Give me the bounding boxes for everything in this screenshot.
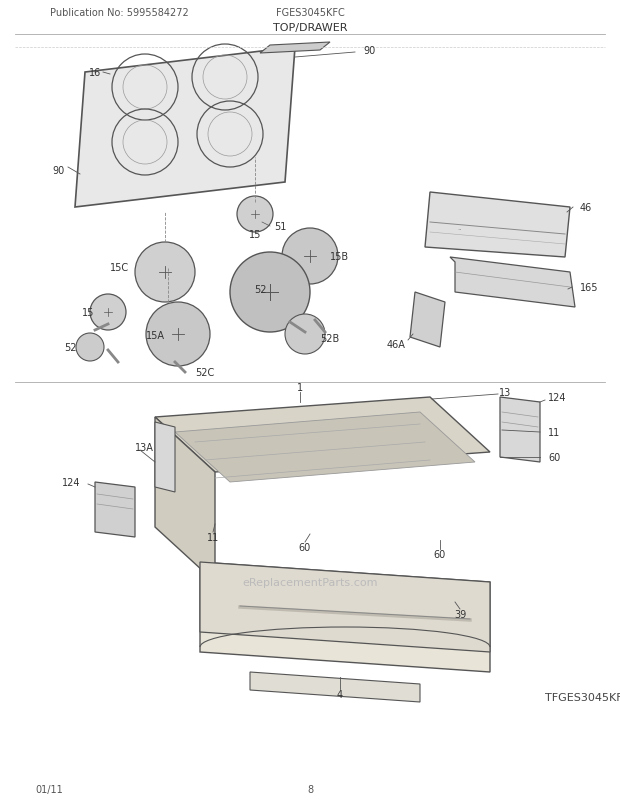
Circle shape	[90, 294, 126, 330]
Text: 52C: 52C	[195, 367, 215, 378]
Text: 15B: 15B	[330, 252, 350, 261]
Text: 60: 60	[299, 542, 311, 553]
Polygon shape	[260, 43, 330, 54]
Text: Publication No: 5995584272: Publication No: 5995584272	[50, 8, 188, 18]
Text: 13: 13	[499, 387, 511, 398]
Text: 90: 90	[52, 166, 64, 176]
Circle shape	[146, 302, 210, 367]
Text: 15: 15	[249, 229, 261, 240]
Polygon shape	[75, 48, 295, 208]
Text: 11: 11	[207, 533, 219, 542]
Text: 60: 60	[434, 549, 446, 559]
Text: 165: 165	[580, 282, 598, 293]
Polygon shape	[155, 418, 215, 582]
Text: 52: 52	[64, 342, 76, 353]
Circle shape	[282, 229, 338, 285]
Text: ..: ..	[458, 225, 463, 231]
Text: 46: 46	[580, 203, 592, 213]
Text: TFGES3045KFB: TFGES3045KFB	[545, 692, 620, 702]
Polygon shape	[95, 482, 135, 537]
Polygon shape	[200, 562, 490, 652]
Text: 15C: 15C	[110, 263, 130, 273]
Polygon shape	[200, 562, 490, 672]
Text: 124: 124	[61, 477, 80, 488]
Polygon shape	[425, 192, 570, 257]
Circle shape	[135, 243, 195, 302]
Polygon shape	[175, 412, 475, 482]
Text: 46A: 46A	[386, 339, 405, 350]
Text: 15A: 15A	[146, 330, 164, 341]
Circle shape	[230, 253, 310, 333]
Text: 52: 52	[254, 285, 266, 294]
Text: 8: 8	[307, 784, 313, 794]
Polygon shape	[250, 672, 420, 702]
Text: 60: 60	[548, 452, 560, 463]
Text: 124: 124	[548, 392, 567, 403]
Text: 51: 51	[274, 221, 286, 232]
Polygon shape	[500, 398, 540, 463]
Text: 4: 4	[337, 689, 343, 699]
Polygon shape	[450, 257, 575, 308]
Circle shape	[285, 314, 325, 354]
Text: 15: 15	[82, 308, 94, 318]
Text: 16: 16	[89, 68, 101, 78]
Text: 52B: 52B	[321, 334, 340, 343]
Circle shape	[76, 334, 104, 362]
Text: FGES3045KFC: FGES3045KFC	[276, 8, 344, 18]
Text: 90: 90	[364, 46, 376, 56]
Text: 1: 1	[297, 383, 303, 392]
Text: 01/11: 01/11	[35, 784, 63, 794]
Circle shape	[237, 196, 273, 233]
Text: eReplacementParts.com: eReplacementParts.com	[242, 577, 378, 587]
Polygon shape	[410, 293, 445, 347]
Text: 39: 39	[454, 610, 466, 619]
Polygon shape	[155, 398, 490, 472]
Polygon shape	[155, 423, 175, 492]
Text: 13A: 13A	[135, 443, 154, 452]
Text: 11: 11	[548, 427, 560, 437]
Text: TOP/DRAWER: TOP/DRAWER	[273, 23, 347, 33]
